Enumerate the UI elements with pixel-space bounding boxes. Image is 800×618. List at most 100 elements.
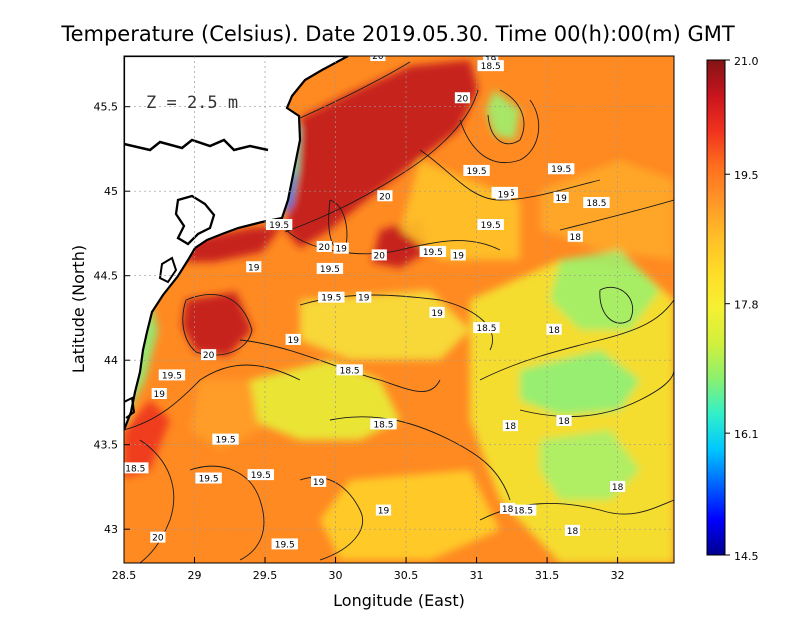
contour-label-box <box>477 60 504 72</box>
contour-line <box>419 149 601 201</box>
contour-label: 18.5 <box>477 60 504 72</box>
contour-line <box>329 416 511 501</box>
contour-label: 19 <box>429 306 445 319</box>
contour-label-text: 19 <box>288 336 300 346</box>
contour-label: 19.5 <box>212 433 239 446</box>
contour-label-text: 19.5 <box>551 165 571 175</box>
contour-label-box <box>333 242 349 254</box>
contour-label-box <box>356 291 372 303</box>
contour-label-box <box>336 364 363 376</box>
contour-label: 18 <box>609 480 626 493</box>
contour-label-text: 19 <box>498 191 510 201</box>
contour-label: 18 <box>556 415 572 427</box>
contour-label-text: 18 <box>502 505 514 515</box>
temperature-region <box>400 160 520 260</box>
contour-label-text: 19.5 <box>275 540 295 550</box>
contour-label: 19.5 <box>271 538 298 550</box>
x-axis-ticks: 28.5 29 29.5 30 30.5 31 31.5 32 <box>112 557 625 582</box>
contour-label: 18.5 <box>509 504 537 517</box>
temperature-region <box>124 400 170 478</box>
contour-line <box>487 89 525 145</box>
x-tick-label: 32 <box>611 569 625 582</box>
contour-label-box <box>502 420 519 432</box>
contour-label-box <box>212 433 239 445</box>
contour-label: 20 <box>454 92 471 104</box>
contour-label: 19 <box>285 333 301 346</box>
contour-labels: 20 19 18.5 20 19.5 19.5 18.5 19 20 19 18.5 19.5 19.5… <box>124 56 626 550</box>
contour-line <box>479 299 674 381</box>
contour-label: 18 <box>546 323 562 336</box>
contour-label-text: 18 <box>558 417 570 427</box>
colorbar-tick-label: 19.5 <box>734 169 759 182</box>
contour-line <box>182 294 253 356</box>
contour-label: 19.5 <box>318 291 345 304</box>
y-tick-label: 45.5 <box>94 101 119 114</box>
plot-area: 20 19 18.5 20 19.5 19.5 18.5 19 20 19 18.5 19.5 19.5… <box>124 56 674 563</box>
contour-label-text: 19 <box>453 251 465 261</box>
contour-label-box <box>463 164 490 176</box>
contour-label: 20 <box>316 240 332 253</box>
contour-label: 20 <box>201 349 217 361</box>
x-tick-label: 30.5 <box>394 569 419 582</box>
x-tick-label: 31.5 <box>535 569 560 582</box>
contour-label-box <box>556 415 572 427</box>
contour-label-box <box>375 504 392 516</box>
contour-label-text: 18.5 <box>586 199 606 209</box>
contour-label: 19.5 <box>265 219 293 231</box>
contour-label-text: 18.5 <box>513 507 533 517</box>
contour-line <box>599 286 634 324</box>
contour-label-text: 20 <box>379 192 391 202</box>
contour-label: 19.5 <box>247 469 274 481</box>
contour-label-box <box>377 190 393 202</box>
contour-label-box <box>546 323 562 335</box>
contour-label-box <box>583 197 610 209</box>
contour-label-text: 19.5 <box>269 221 289 231</box>
contour-label: 18.5 <box>336 364 363 376</box>
contour-label-text: 19 <box>154 390 166 400</box>
contour-label-box <box>316 240 332 252</box>
contour-label-text: 18 <box>612 483 624 493</box>
contour-label: 19 <box>553 191 569 204</box>
y-tick-label: 45 <box>104 185 118 198</box>
contour-label-text: 19.5 <box>423 248 443 258</box>
y-axis-label: Latitude (North) <box>69 245 88 373</box>
depth-label: Z = 2.5 m <box>146 93 238 113</box>
contour-label-box <box>547 163 575 175</box>
contour-label-text: 19 <box>248 263 260 273</box>
temperature-region <box>182 292 252 356</box>
x-axis-label: Longitude (East) <box>333 591 465 610</box>
contour-label-text: 20 <box>319 243 331 253</box>
contour-label-box <box>419 246 447 258</box>
contour-label-text: 19.5 <box>162 371 182 381</box>
temperature-region <box>190 380 260 450</box>
contour-label: 20 <box>377 190 393 202</box>
coast-small-lagoon <box>124 396 136 419</box>
contour-label: 19.5 <box>316 262 344 275</box>
contour-label-box <box>429 306 445 318</box>
x-tick-label: 29.5 <box>253 569 278 582</box>
contour-label: 18 <box>567 230 583 243</box>
temperature-region <box>320 470 500 560</box>
contour-label: 18.5 <box>583 197 610 209</box>
contour-label-box <box>477 219 504 230</box>
contour-label: 19 <box>333 242 349 255</box>
contour-label: 19 <box>375 504 392 517</box>
contour-label-text: 18.5 <box>481 62 501 72</box>
contour-label-text: 18 <box>548 326 560 336</box>
contour-label: 19.5 <box>547 163 575 175</box>
contour-label-box <box>564 524 581 536</box>
contour-line <box>139 439 175 563</box>
contour-label-box <box>246 261 262 273</box>
contour-label-text: 19.5 <box>481 221 501 231</box>
temperature-region <box>186 226 282 262</box>
contour-label-text: 20 <box>152 534 164 544</box>
contour-label-box <box>495 188 511 200</box>
contour-label-text: 19 <box>431 309 443 319</box>
contour-label-box <box>370 418 397 430</box>
x-tick-label: 28.5 <box>112 569 137 582</box>
colorbar-tick-label: 17.8 <box>734 299 759 312</box>
y-tick-label: 44 <box>104 354 118 367</box>
contour-label-text: 18 <box>570 233 582 243</box>
contour-label-text: 19.5 <box>199 475 219 485</box>
